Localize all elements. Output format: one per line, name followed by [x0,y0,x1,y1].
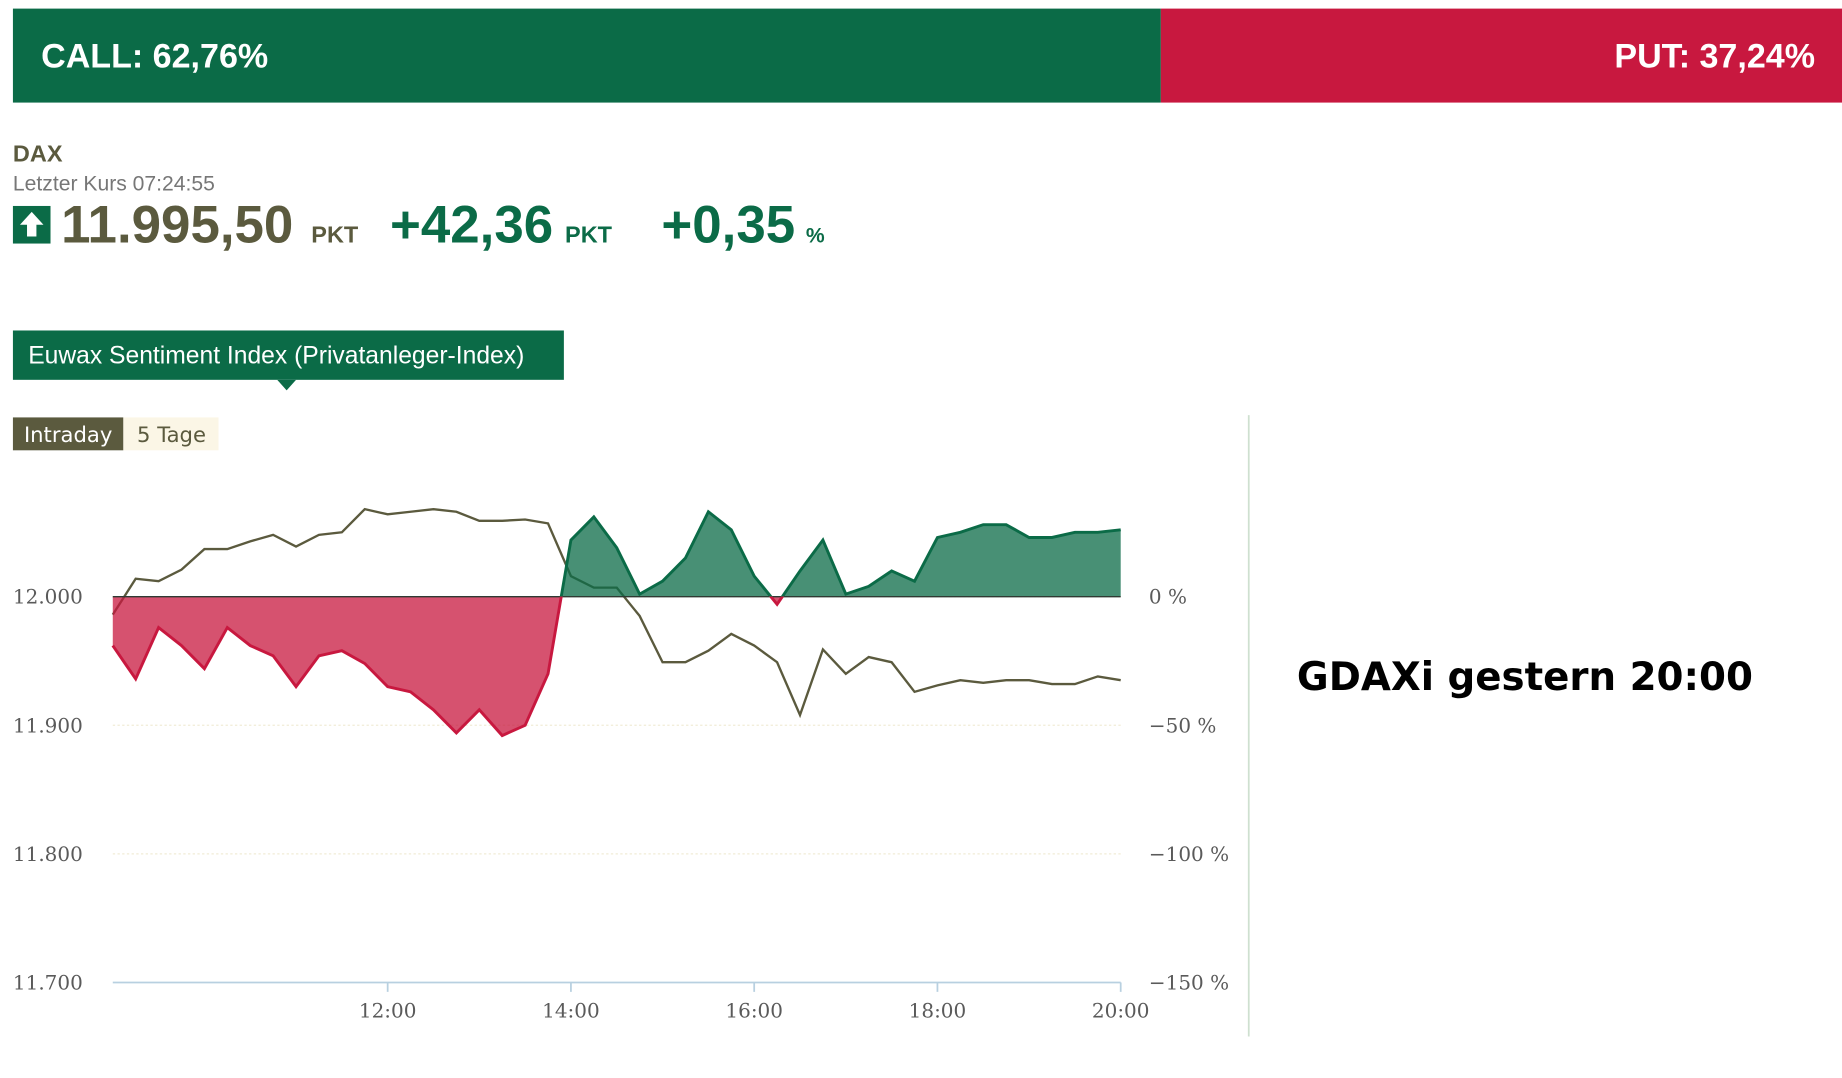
x-tick-label: 16:00 [725,999,783,1023]
button-label[interactable]: Intraday [24,422,112,447]
sentiment-area [112,511,1121,736]
last-price: Letzter Kurs 07:24:55 [13,173,215,196]
x-tick-label: 20:00 [1092,999,1150,1023]
y-tick-label: 11.700 [13,971,83,995]
price: 11.995,50 [61,195,293,254]
put-text: PUT: 37,24% [1614,37,1815,75]
y-tick-label: 12.000 [13,585,83,609]
change-pct: +0,35 [661,195,795,254]
plot: 11.700 11.800 11.900 12.000 −150 % −100 % −50 … [13,507,1229,1023]
y2-tick-label: −150 % [1149,971,1229,995]
series-line [111,509,1121,738]
index-name: DAX [13,140,63,166]
button[interactable] [123,417,219,451]
x-tick-label: 12:00 [359,999,417,1023]
y-tick-label: 11.900 [13,713,83,737]
put-bar [1160,8,1842,103]
tab-pointer [277,379,297,391]
y-tick-label: 11.800 [13,842,83,866]
change: +42,36 [390,195,553,254]
y2-tick-label: −50 % [1149,713,1216,737]
y2-tick-label: 0 % [1149,585,1187,609]
x-tick-label: 14:00 [542,999,600,1023]
pct-unit: % [806,224,825,247]
tab[interactable] [12,330,564,380]
side-note: GDAXi gestern 20:00 [1297,655,1753,700]
button[interactable] [12,417,124,451]
call-text: CALL: 62,76% [41,37,268,75]
price-unit: PKT [311,221,359,247]
x-tick-label: 18:00 [909,999,967,1023]
call-bar [12,8,1161,103]
change-unit: PKT [565,221,613,247]
y2-tick-label: −100 % [1149,842,1229,866]
tab-label[interactable]: Euwax Sentiment Index (Privatanleger-Ind… [28,342,524,369]
up-arrow [19,211,44,237]
button-label[interactable]: 5 Tage [137,422,206,447]
